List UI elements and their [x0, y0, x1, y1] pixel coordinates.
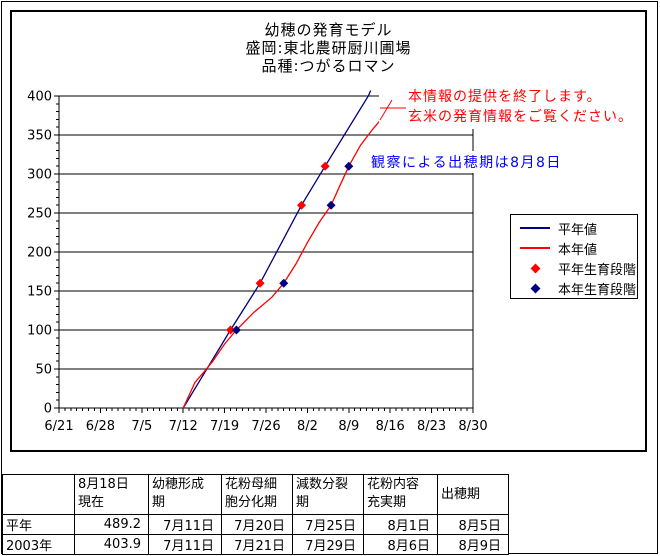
x-tick-label: 6/21 [44, 419, 73, 434]
legend-line-sample-icon [519, 227, 551, 229]
chart-title-line2: 盛岡:東北農研厨川圃場 [245, 39, 412, 57]
stage-marker-diamond [320, 161, 330, 171]
table-header-cell: 幼穂形成期 [148, 474, 222, 515]
stage-marker-diamond [231, 325, 241, 335]
legend-diamond-sample-icon [519, 283, 551, 293]
table-cell: 7月20日 [221, 514, 293, 535]
y-tick-label: 150 [27, 285, 52, 300]
y-tick-label: 250 [27, 207, 52, 222]
y-tick-label: 100 [27, 324, 52, 339]
stage-table: 8月18日 現在 幼穂形成期花粉母細 胞分化期 減数分裂期花粉内容 充実期 出穂期 平年 489… [2, 474, 509, 555]
legend-label: 本年値 [558, 242, 598, 258]
table-cell: 7月29日 [292, 534, 364, 555]
table-header-cell: 出穂期 [437, 474, 509, 515]
honnen-stage-markers [231, 161, 354, 335]
y-tick-label: 0 [44, 402, 52, 417]
table-cell: 8月5日 [437, 514, 509, 535]
x-tick-label: 7/19 [210, 419, 239, 434]
table-cell: 489.2 [74, 514, 149, 535]
table-row: 平年 489.2 7月11日 7月20日 7月25日 8月1日 8月5日 [2, 514, 509, 535]
y-tick-label: 400 [27, 90, 52, 105]
axis-ticks [54, 95, 474, 413]
chart-title-line3: 品種:つがるロマン [261, 57, 396, 75]
honnen-line [182, 91, 404, 409]
table-header-cell: 8月18日 現在 [74, 474, 149, 515]
y-tick-labels: 0 50 100 150 200 250 300 350 400 [27, 90, 52, 417]
x-tick-label: 7/26 [251, 419, 280, 434]
chart-title: 幼穂の発育モデル 盛岡:東北農研厨川圃場 品種:つがるロマン [12, 21, 645, 75]
table-header-cell: 減数分裂期 [292, 474, 364, 515]
y-tick-label: 50 [35, 363, 52, 378]
x-tick-label: 8/16 [376, 419, 405, 434]
x-tick-label: 8/30 [458, 419, 487, 434]
x-tick-label: 6/28 [86, 419, 115, 434]
x-tick-label: 7/5 [131, 419, 152, 434]
legend-item: 平年生育段階 [511, 258, 637, 278]
stage-marker-diamond [296, 200, 306, 210]
heinen-stage-markers [226, 161, 330, 335]
table-row-label: 平年 [2, 514, 75, 535]
table-header-row: 8月18日 現在 幼穂形成期花粉母細 胞分化期 減数分裂期花粉内容 充実期 出穂期 [2, 474, 509, 515]
table-cell: 8月9日 [437, 534, 509, 555]
stage-marker-diamond [255, 278, 265, 288]
chart-panel: 0 50 100 150 200 250 300 350 400 6/21 6/28 7/5 7/12 7… [10, 10, 647, 452]
x-tick-labels: 6/21 6/28 7/5 7/12 7/19 7/26 8/2 8/9 8/16 8/23 8/3… [44, 419, 487, 434]
legend-item: 本年生育段階 [511, 278, 637, 298]
x-tick-label: 8/23 [417, 419, 446, 434]
table-row-label: 2003年 [2, 534, 75, 555]
table-cell: 8月6日 [363, 534, 438, 555]
y-tick-label: 300 [27, 168, 52, 183]
legend-diamond-sample-icon [519, 263, 551, 273]
legend-label: 本年生育段階 [558, 282, 637, 298]
stage-marker-diamond [326, 200, 336, 210]
y-tick-label: 350 [27, 129, 52, 144]
table-cell: 7月21日 [221, 534, 293, 555]
legend-item: 平年値 [511, 218, 637, 238]
table-header-cell: 花粉母細 胞分化期 [221, 474, 293, 515]
table-header-cell: 花粉内容 充実期 [363, 474, 438, 515]
table-cell: 7月11日 [148, 514, 222, 535]
table-cell: 403.9 [74, 534, 149, 555]
annotation-observed-heading-date: 観察による出穂期は8月8日 [368, 151, 565, 173]
table-cell: 7月25日 [292, 514, 364, 535]
x-tick-label: 8/9 [338, 419, 359, 434]
annotation-info-ended-line2: 玄米の発育情報をご覧ください。 [408, 109, 633, 125]
legend-item: 本年値 [511, 238, 637, 258]
stage-marker-diamond [279, 278, 289, 288]
x-tick-label: 7/12 [169, 419, 198, 434]
table-cell: 8月1日 [363, 514, 438, 535]
gridlines [59, 95, 473, 370]
legend-label: 平年生育段階 [558, 262, 637, 278]
legend-line-sample-icon [519, 247, 551, 249]
leader-arrow-icon [379, 87, 407, 129]
table-row: 2003年 403.9 7月11日 7月21日 7月29日 8月6日 8月9日 [2, 534, 509, 555]
annotation-info-ended: 本情報の提供を終了します。 玄米の発育情報をご覧ください。 [379, 87, 635, 129]
heinen-line [182, 90, 372, 409]
legend-label: 平年値 [558, 222, 598, 238]
x-tick-label: 8/2 [297, 419, 318, 434]
table-cell: 7月11日 [148, 534, 222, 555]
chart-title-line1: 幼穂の発育モデル [264, 21, 393, 39]
plot-area: 0 50 100 150 200 250 300 350 400 6/21 6/28 7/5 7/12 7… [27, 90, 487, 435]
annotation-info-ended-line1: 本情報の提供を終了します。 [408, 89, 602, 105]
stage-marker-diamond [344, 161, 354, 171]
legend: 平年値本年値平年生育段階 本年生育段階 [510, 214, 638, 299]
stage-marker-diamond [226, 325, 236, 335]
y-tick-label: 200 [27, 246, 52, 261]
table-header-cell [2, 474, 75, 515]
